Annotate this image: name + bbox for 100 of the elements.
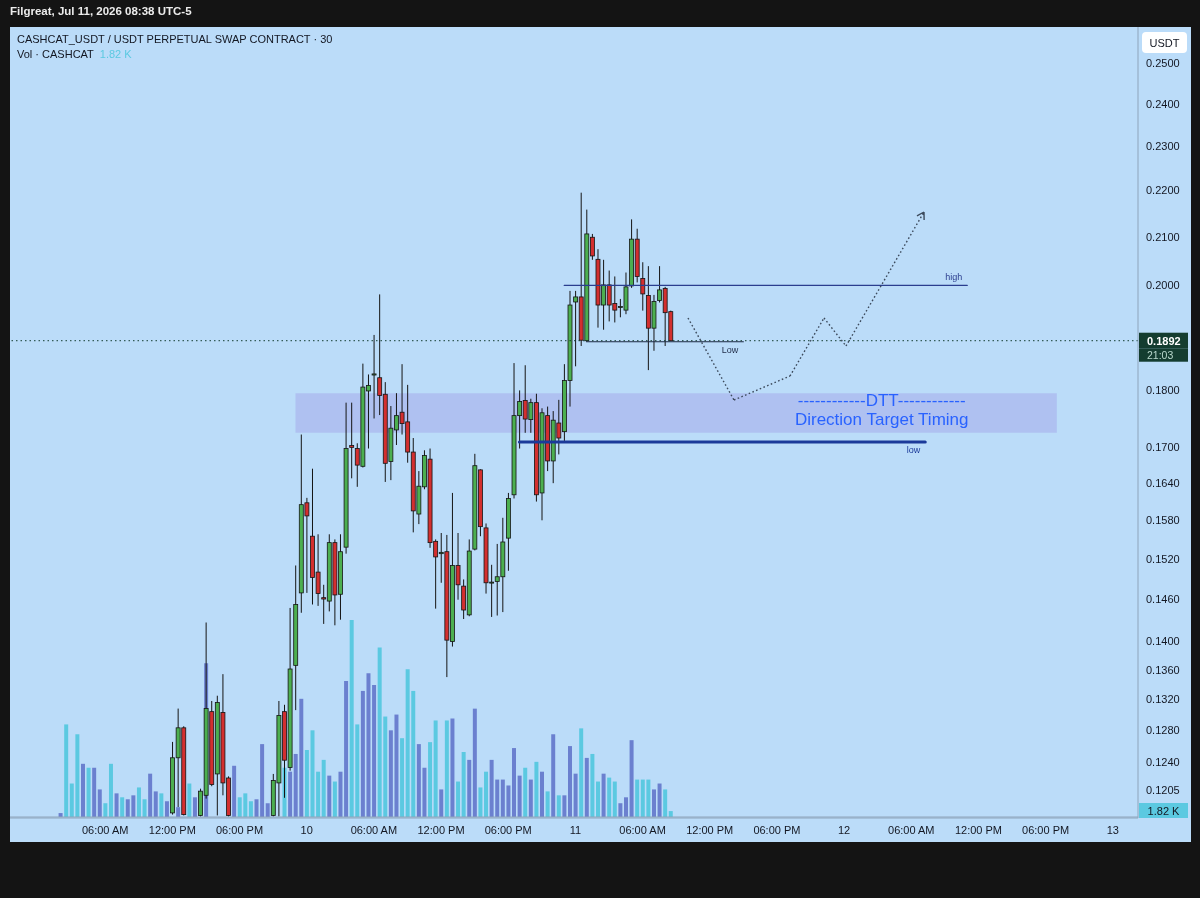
y-tick-label: 0.2400 xyxy=(1146,97,1180,110)
bar xyxy=(176,807,181,817)
y-tick-label: 0.1280 xyxy=(1146,724,1180,737)
bar xyxy=(164,801,169,817)
x-tick-label: 12:00 PM xyxy=(686,823,734,836)
bar xyxy=(187,783,192,817)
bar xyxy=(556,795,561,817)
bar xyxy=(534,761,539,817)
y-tick-label: 0.1360 xyxy=(1146,663,1180,676)
bar xyxy=(450,718,455,817)
bar xyxy=(595,781,600,817)
bar xyxy=(517,775,522,817)
bar xyxy=(545,791,550,817)
bar xyxy=(136,787,141,817)
bar xyxy=(92,767,97,817)
bar xyxy=(192,797,197,817)
bar xyxy=(657,783,662,817)
bar xyxy=(332,781,337,817)
bar xyxy=(439,789,444,817)
x-tick-label: 12 xyxy=(837,823,851,836)
ref-line-label: 0.1892 xyxy=(1147,334,1181,347)
x-tick-label: 10 xyxy=(300,823,313,836)
y-tick-label: 0.1400 xyxy=(1146,634,1180,647)
x-tick-label: 06:00 PM xyxy=(484,823,532,836)
x-tick-label: 11 xyxy=(569,823,582,836)
bar xyxy=(248,801,253,817)
x-tick-label: 06:00 PM xyxy=(215,823,264,836)
text: CASHCAT_USDT / USDT PERPETUAL SWAP CONTRACT · 30 xyxy=(17,33,333,45)
bar xyxy=(623,797,628,817)
text: 1.82 K xyxy=(1147,804,1180,817)
x-tick-label: 12:00 PM xyxy=(954,823,1002,836)
bar xyxy=(159,793,164,817)
x-tick-label: 12:00 PM xyxy=(417,823,465,836)
x-tick-label: 06:00 PM xyxy=(753,823,801,836)
y-tick-label: 0.1580 xyxy=(1146,514,1180,527)
annotation: 1.82 K xyxy=(99,48,132,60)
bar xyxy=(484,771,489,817)
y-tick-label: 0.1240 xyxy=(1146,755,1180,768)
bar xyxy=(327,775,332,817)
bar xyxy=(321,759,326,817)
y-tick-label: 0.1700 xyxy=(1146,441,1180,454)
bar xyxy=(540,771,545,817)
x-tick-label: 06:00 AM xyxy=(888,823,935,836)
bar xyxy=(344,681,349,817)
bar xyxy=(86,767,91,817)
bar xyxy=(433,720,438,817)
y-tick-label: 0.1800 xyxy=(1146,384,1180,397)
candlestick xyxy=(640,261,646,312)
bar xyxy=(579,728,584,817)
bar xyxy=(612,781,617,817)
bar xyxy=(562,795,567,817)
bar xyxy=(142,799,147,817)
bar xyxy=(467,759,472,817)
candlestick xyxy=(349,402,355,479)
bar xyxy=(472,708,477,817)
y-tick-label: 0.1520 xyxy=(1146,552,1180,565)
bar xyxy=(629,740,634,817)
y-tick-label: 0.1320 xyxy=(1146,693,1180,706)
y-tick-label: 0.1460 xyxy=(1146,592,1180,605)
bar xyxy=(551,734,556,817)
chart-title: Vol · CASHCAT xyxy=(17,48,94,60)
bar xyxy=(288,771,293,817)
bar xyxy=(573,773,578,817)
bar xyxy=(444,720,449,817)
bar xyxy=(584,757,589,817)
bar xyxy=(478,787,483,817)
x-tick-label: 13 xyxy=(1106,823,1119,836)
bar xyxy=(120,797,125,817)
x-tick-label: 06:00 AM xyxy=(81,823,129,836)
y-tick-label: 0.2100 xyxy=(1146,230,1180,243)
bar xyxy=(523,767,528,817)
bar xyxy=(568,746,572,817)
text: 21:03 xyxy=(1147,348,1174,361)
bar xyxy=(97,789,102,817)
y-tick-label: 0.2000 xyxy=(1146,279,1180,292)
bar xyxy=(601,773,606,817)
bar xyxy=(114,793,119,817)
bar xyxy=(64,724,69,817)
bar xyxy=(316,771,321,817)
bar xyxy=(108,763,113,817)
bar xyxy=(618,803,623,817)
x-tick-label: 06:00 AM xyxy=(619,823,666,836)
bar xyxy=(461,751,466,817)
bar xyxy=(148,773,153,817)
bar xyxy=(528,779,533,817)
bar xyxy=(372,685,377,817)
annotation: ------------DTT------------ xyxy=(797,390,966,410)
x-tick-label: 12:00 PM xyxy=(148,823,196,836)
bar xyxy=(80,763,85,817)
bar xyxy=(651,789,656,817)
series-label: low xyxy=(906,445,921,456)
y-tick-label: 0.2300 xyxy=(1146,140,1180,153)
bar xyxy=(456,781,461,817)
y-axis-title: USDT xyxy=(1149,36,1180,49)
y-tick-label: 0.1205 xyxy=(1146,784,1180,797)
bar xyxy=(103,803,108,817)
y-tick-label: 0.1640 xyxy=(1146,477,1180,490)
bar xyxy=(428,742,433,817)
bar xyxy=(512,748,517,817)
y-tick-label: 0.2500 xyxy=(1146,56,1180,69)
